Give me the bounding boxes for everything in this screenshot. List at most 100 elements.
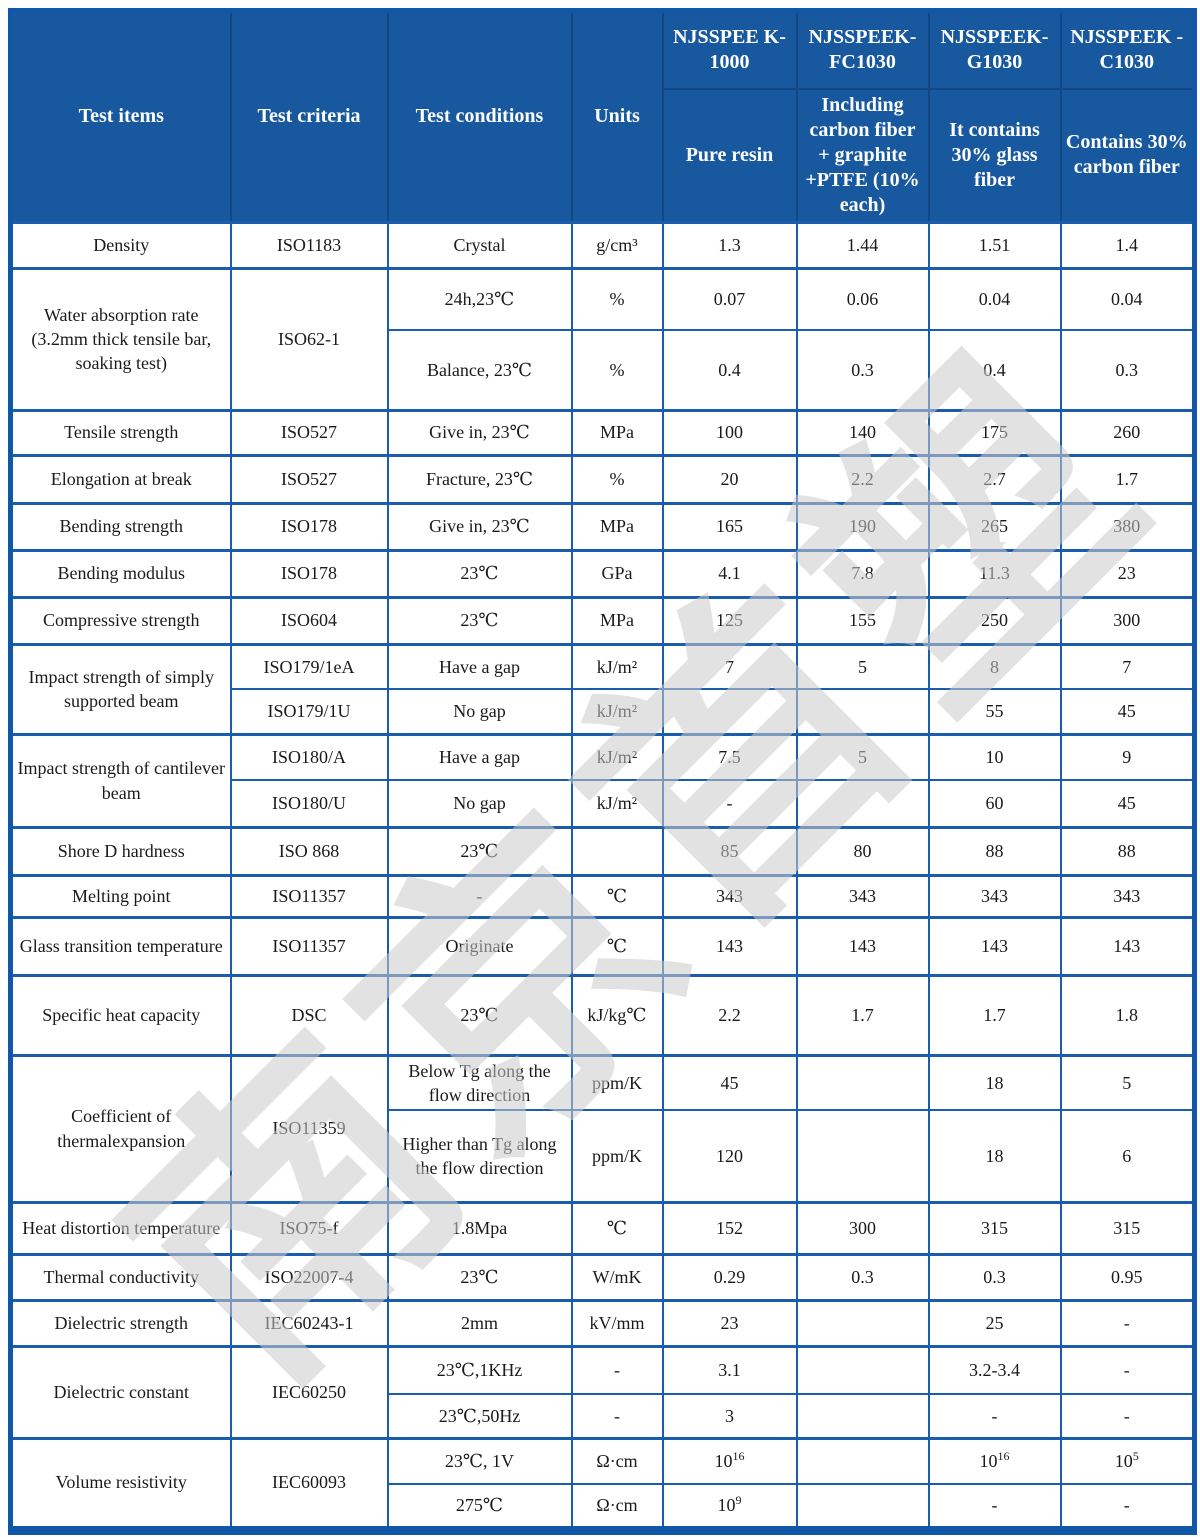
cell-test-criteria: ISO1183 [229,220,389,269]
cell-value-c1030: - [1059,1344,1196,1396]
cell-test-condition: 23℃ [386,1252,573,1302]
cell-units: - [570,1344,664,1396]
cell-value-g1030: 18 [927,1053,1062,1112]
cell-value-k1000: 45 [661,1053,798,1112]
cell-units: ppm/K [570,1053,664,1112]
cell-value-k1000: 4.1 [661,548,798,598]
cell-value-fc1030: 7.8 [795,548,930,598]
cell-value-k1000: 7.5 [661,732,798,781]
cell-value-fc1030: 0.3 [795,329,930,411]
cell-units: ℃ [570,915,664,976]
cell-value-c1030: 105 [1059,1436,1196,1486]
cell-units: % [570,453,664,504]
cell-test-criteria: ISO22007-4 [229,1252,389,1302]
cell-value-g1030: 1.7 [927,973,1062,1056]
cell-units: MPa [570,501,664,551]
cell-units: g/cm³ [570,220,664,269]
cell-value-fc1030 [795,1436,930,1486]
cell-units: kJ/m² [570,732,664,781]
header-row-descriptions: Pure resin Including carbon fiber + grap… [11,87,1196,223]
cell-test-condition: 24h,23℃ [386,266,573,331]
cell-test-condition: 23℃ [386,548,573,598]
header-units: Units [570,9,664,223]
table-row: Dielectric strength IEC60243-1 2mm kV/mm 23 2… [9,1298,1196,1348]
table-row: ISO179/1U No gap kJ/m² 55 45 [11,688,1196,735]
material-properties-table: Test items Test criteria Test conditions… [8,8,1197,1535]
cell-value-c1030: 0.95 [1059,1252,1196,1302]
cell-value-c1030: 7 [1059,642,1196,690]
cell-value-fc1030: 1.7 [795,973,930,1056]
cell-value-fc1030 [795,1393,930,1440]
cell-value-k1000: 125 [661,595,798,645]
cell-test-criteria: IEC60250 [229,1344,389,1440]
cell-test-item: Tensile strength [9,408,232,456]
table-row: Bending strength ISO178 Give in, 23℃ MPa 165… [9,501,1196,551]
cell-test-criteria: IEC60093 [229,1436,389,1532]
header-test-criteria: Test criteria [229,9,389,223]
cell-test-item: Specific heat capacity [9,973,232,1056]
cell-test-criteria: ISO 868 [229,825,389,876]
cell-value-k1000: 0.07 [661,266,798,331]
cell-units: kV/mm [570,1298,664,1348]
header-material-c1030: NJSSPEEK -C1030 [1059,9,1196,90]
cell-test-item: Compressive strength [9,595,232,645]
cell-test-condition: 2mm [386,1298,573,1348]
table-row: Balance, 23℃% 0.4 0.3 0.4 0.3 [11,329,1196,411]
header-material-g1030: NJSSPEEK-G1030 [927,9,1062,90]
cell-test-condition: Originate [386,915,573,976]
cell-test-item: Elongation at break [9,453,232,504]
cell-value-g1030: 8 [927,642,1062,690]
cell-value-k1000: 3 [661,1393,798,1440]
cell-units: kJ/kg℃ [570,973,664,1056]
cell-test-criteria: ISO178 [229,548,389,598]
table-row: Water absorption rate (3.2mm thick tensi… [9,266,1196,411]
cell-units: MPa [570,595,664,645]
table-row: Coefficient of thermalexpansion ISO11359 B… [9,1053,1196,1204]
cell-test-criteria: ISO604 [229,595,389,645]
cell-test-criteria: ISO75-f [229,1200,389,1256]
cell-test-condition: Crystal [386,220,573,269]
cell-value-g1030: 265 [927,501,1062,551]
cell-test-item: Glass transition temperature [9,915,232,976]
cell-test-condition: 23℃ [386,973,573,1056]
table-row: Tensile strength ISO527 Give in, 23℃ MPa 100… [9,408,1196,456]
cell-value-k1000: 1.3 [661,220,798,269]
cell-test-item: Density [9,220,232,269]
cell-test-condition: Below Tg along the flow direction [386,1053,573,1112]
cell-units: ℃ [570,873,664,918]
cell-value-g1030: 11.3 [927,548,1062,598]
cell-value-fc1030: 5 [795,642,930,690]
cell-value-k1000: 0.29 [661,1252,798,1302]
cell-value-g1030: 0.04 [927,266,1062,331]
cell-value-g1030: - [927,1483,1062,1532]
cell-units: kJ/m² [570,642,664,690]
cell-test-condition: 275℃ [386,1483,573,1532]
cell-units: kJ/m² [570,688,664,735]
table-row: 23℃,50Hz -3- - [11,1393,1196,1440]
cell-test-criteria: IEC60243-1 [229,1298,389,1348]
cell-test-item: Thermal conductivity [9,1252,232,1302]
cell-test-condition: - [386,873,573,918]
cell-value-g1030: 1016 [927,1436,1062,1486]
cell-value-c1030: 315 [1059,1200,1196,1256]
cell-value-k1000: 120 [661,1109,798,1204]
cell-value-k1000: 343 [661,873,798,918]
cell-value-k1000 [661,688,798,735]
cell-test-criteria: ISO180/U [229,779,389,828]
cell-value-k1000: 3.1 [661,1344,798,1396]
cell-value-fc1030: 300 [795,1200,930,1256]
cell-value-k1000: 7 [661,642,798,690]
header-material-k1000: NJSSPEE K-1000 [661,9,798,90]
table-row: Impact strength of cantilever beam ISO180… [9,732,1196,828]
cell-test-condition: Have a gap [386,732,573,781]
table-row: Elongation at break ISO527 Fracture, 23℃% 2… [9,453,1196,504]
cell-test-criteria: ISO11359 [229,1053,389,1204]
cell-value-c1030: - [1059,1483,1196,1532]
cell-value-c1030: 23 [1059,548,1196,598]
cell-units: ℃ [570,1200,664,1256]
cell-value-k1000: 85 [661,825,798,876]
cell-test-condition: No gap [386,688,573,735]
table-row: Shore D hardness ISO 868 23℃ 85 80 88 88 [9,825,1196,876]
cell-units: - [570,1393,664,1440]
cell-value-c1030: 343 [1059,873,1196,918]
